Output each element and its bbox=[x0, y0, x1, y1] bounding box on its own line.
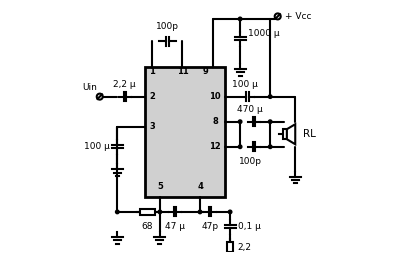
Text: 68: 68 bbox=[142, 222, 153, 231]
Text: 5: 5 bbox=[157, 182, 163, 191]
Circle shape bbox=[238, 145, 242, 149]
Circle shape bbox=[238, 120, 242, 123]
Circle shape bbox=[268, 120, 272, 123]
Text: 9: 9 bbox=[202, 67, 208, 76]
Text: 8: 8 bbox=[212, 117, 218, 126]
Circle shape bbox=[158, 210, 162, 214]
Circle shape bbox=[268, 95, 272, 98]
Text: 47 µ: 47 µ bbox=[165, 222, 185, 231]
Text: Uin: Uin bbox=[82, 83, 97, 92]
Text: 3: 3 bbox=[150, 122, 155, 131]
Text: 100p: 100p bbox=[156, 22, 179, 31]
Circle shape bbox=[268, 145, 272, 149]
Text: 0,1 µ: 0,1 µ bbox=[238, 223, 260, 231]
Bar bbox=[145, 67, 225, 197]
Text: 1000 µ: 1000 µ bbox=[248, 29, 279, 38]
Polygon shape bbox=[287, 124, 295, 144]
Text: 12: 12 bbox=[209, 142, 221, 151]
Text: + Vcc: + Vcc bbox=[285, 12, 312, 21]
Text: 47p: 47p bbox=[202, 222, 218, 231]
Text: 10: 10 bbox=[209, 92, 221, 101]
Circle shape bbox=[116, 210, 119, 214]
Text: 2,2 µ: 2,2 µ bbox=[114, 80, 136, 89]
Text: 4: 4 bbox=[197, 182, 203, 191]
Text: 2,2: 2,2 bbox=[238, 243, 252, 251]
Text: 100 µ: 100 µ bbox=[84, 142, 110, 151]
Bar bbox=[227, 242, 233, 252]
Text: 470 µ: 470 µ bbox=[237, 105, 263, 114]
Circle shape bbox=[228, 210, 232, 214]
Text: RL: RL bbox=[303, 129, 316, 139]
Text: 100p: 100p bbox=[239, 157, 262, 166]
Bar bbox=[140, 209, 155, 215]
Text: 1: 1 bbox=[150, 67, 155, 76]
Circle shape bbox=[238, 17, 242, 21]
Text: 100 µ: 100 µ bbox=[232, 80, 258, 89]
Text: 2: 2 bbox=[150, 92, 155, 101]
Text: 11: 11 bbox=[176, 67, 188, 76]
Circle shape bbox=[198, 210, 202, 214]
Bar bbox=[283, 129, 287, 139]
